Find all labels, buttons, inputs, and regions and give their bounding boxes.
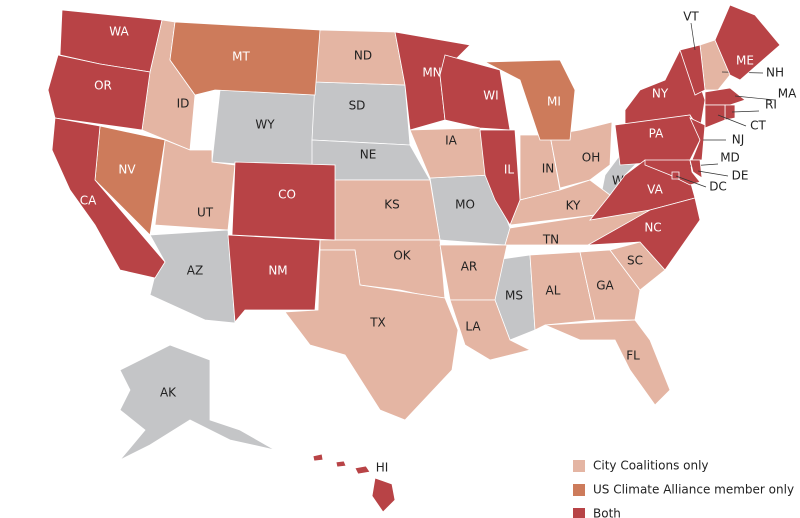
state-label: DE: [732, 169, 749, 183]
state-label: CA: [80, 194, 97, 208]
state-shape: [227, 234, 321, 324]
state-label: RI: [765, 98, 777, 112]
state-label: AK: [160, 386, 177, 400]
state-label: UT: [197, 206, 214, 220]
state-shape: [47, 54, 151, 131]
state-label: ID: [177, 97, 190, 111]
state-label: GA: [596, 279, 614, 293]
state-label: CT: [750, 119, 766, 133]
state-label: ME: [736, 54, 754, 68]
state-shape: [439, 54, 511, 131]
state-label: MS: [505, 289, 523, 303]
state-shape: [724, 104, 736, 121]
state-label: ND: [354, 49, 372, 63]
state-shape: [704, 104, 726, 129]
state-shape: [169, 21, 321, 96]
state-shape: [449, 299, 532, 361]
state-shape: [311, 81, 411, 146]
state-label: VT: [683, 10, 699, 24]
state-label: WI: [483, 89, 498, 103]
state-label: NV: [118, 163, 136, 177]
state-label: AL: [546, 284, 561, 298]
state-shape: [231, 161, 336, 241]
state-label: MT: [232, 50, 250, 64]
state-shape: [51, 117, 166, 279]
state-shape: [714, 4, 781, 81]
state-shape: [614, 114, 701, 166]
state-shape: [284, 249, 459, 421]
state-label: OK: [393, 249, 411, 263]
state-label: IA: [445, 134, 458, 148]
state-label: MO: [455, 198, 475, 212]
state-label: KS: [384, 198, 400, 212]
state-shape: [587, 197, 701, 271]
leader-line: [690, 22, 696, 51]
state-label: IL: [504, 163, 515, 177]
state-label: SD: [349, 99, 366, 113]
state-label: NC: [644, 221, 661, 235]
state-label: LA: [465, 320, 481, 334]
state-label: FL: [626, 349, 640, 363]
state-label: NM: [268, 264, 287, 278]
state-shape: [671, 171, 680, 180]
state-shape: [154, 139, 236, 231]
state-label: OR: [94, 79, 112, 93]
state-shape: [689, 159, 703, 179]
state-shape: [484, 59, 576, 141]
leader-line: [734, 95, 776, 101]
legend-swatch: [573, 484, 585, 496]
state-label: HI: [376, 461, 389, 475]
state-label: TX: [369, 316, 386, 330]
leader-line: [717, 114, 747, 127]
state-label: AZ: [187, 264, 203, 278]
state-label: MA: [778, 87, 797, 101]
leader-line: [675, 175, 707, 188]
state-shape: [312, 453, 396, 513]
state-shape: [679, 44, 706, 96]
state-label: TN: [542, 233, 559, 247]
state-label: WY: [255, 118, 275, 132]
state-shape: [704, 87, 746, 106]
state-label: MD: [720, 151, 740, 165]
state-label: PA: [649, 127, 664, 141]
state-label: MN: [422, 66, 441, 80]
legend-label: US Climate Alliance member only: [593, 483, 794, 497]
state-label: NJ: [732, 133, 745, 147]
state-label: SC: [627, 254, 643, 268]
state-label: NY: [652, 87, 669, 101]
state-label: WA: [109, 25, 129, 39]
legend-swatch: [573, 508, 585, 518]
state-shape: [119, 344, 276, 461]
state-label: NH: [766, 66, 784, 80]
state-label: AR: [461, 260, 478, 274]
state-label: KY: [566, 199, 581, 213]
legend-label: Both: [593, 507, 621, 518]
state-label: DC: [709, 180, 727, 194]
state-label: MI: [547, 95, 561, 109]
state-label: VA: [647, 183, 663, 197]
state-shape: [544, 319, 671, 406]
state-label: NE: [360, 148, 377, 162]
leader-line: [731, 110, 760, 113]
state-label: CO: [278, 188, 296, 202]
legend-label: City Coalitions only: [593, 459, 709, 473]
leader-line: [697, 170, 729, 177]
state-shape: [579, 249, 641, 321]
state-shape: [529, 251, 596, 331]
legend-swatch: [573, 460, 585, 472]
state-label: IN: [542, 162, 555, 176]
state-shape: [479, 129, 521, 226]
state-label: OH: [582, 151, 600, 165]
